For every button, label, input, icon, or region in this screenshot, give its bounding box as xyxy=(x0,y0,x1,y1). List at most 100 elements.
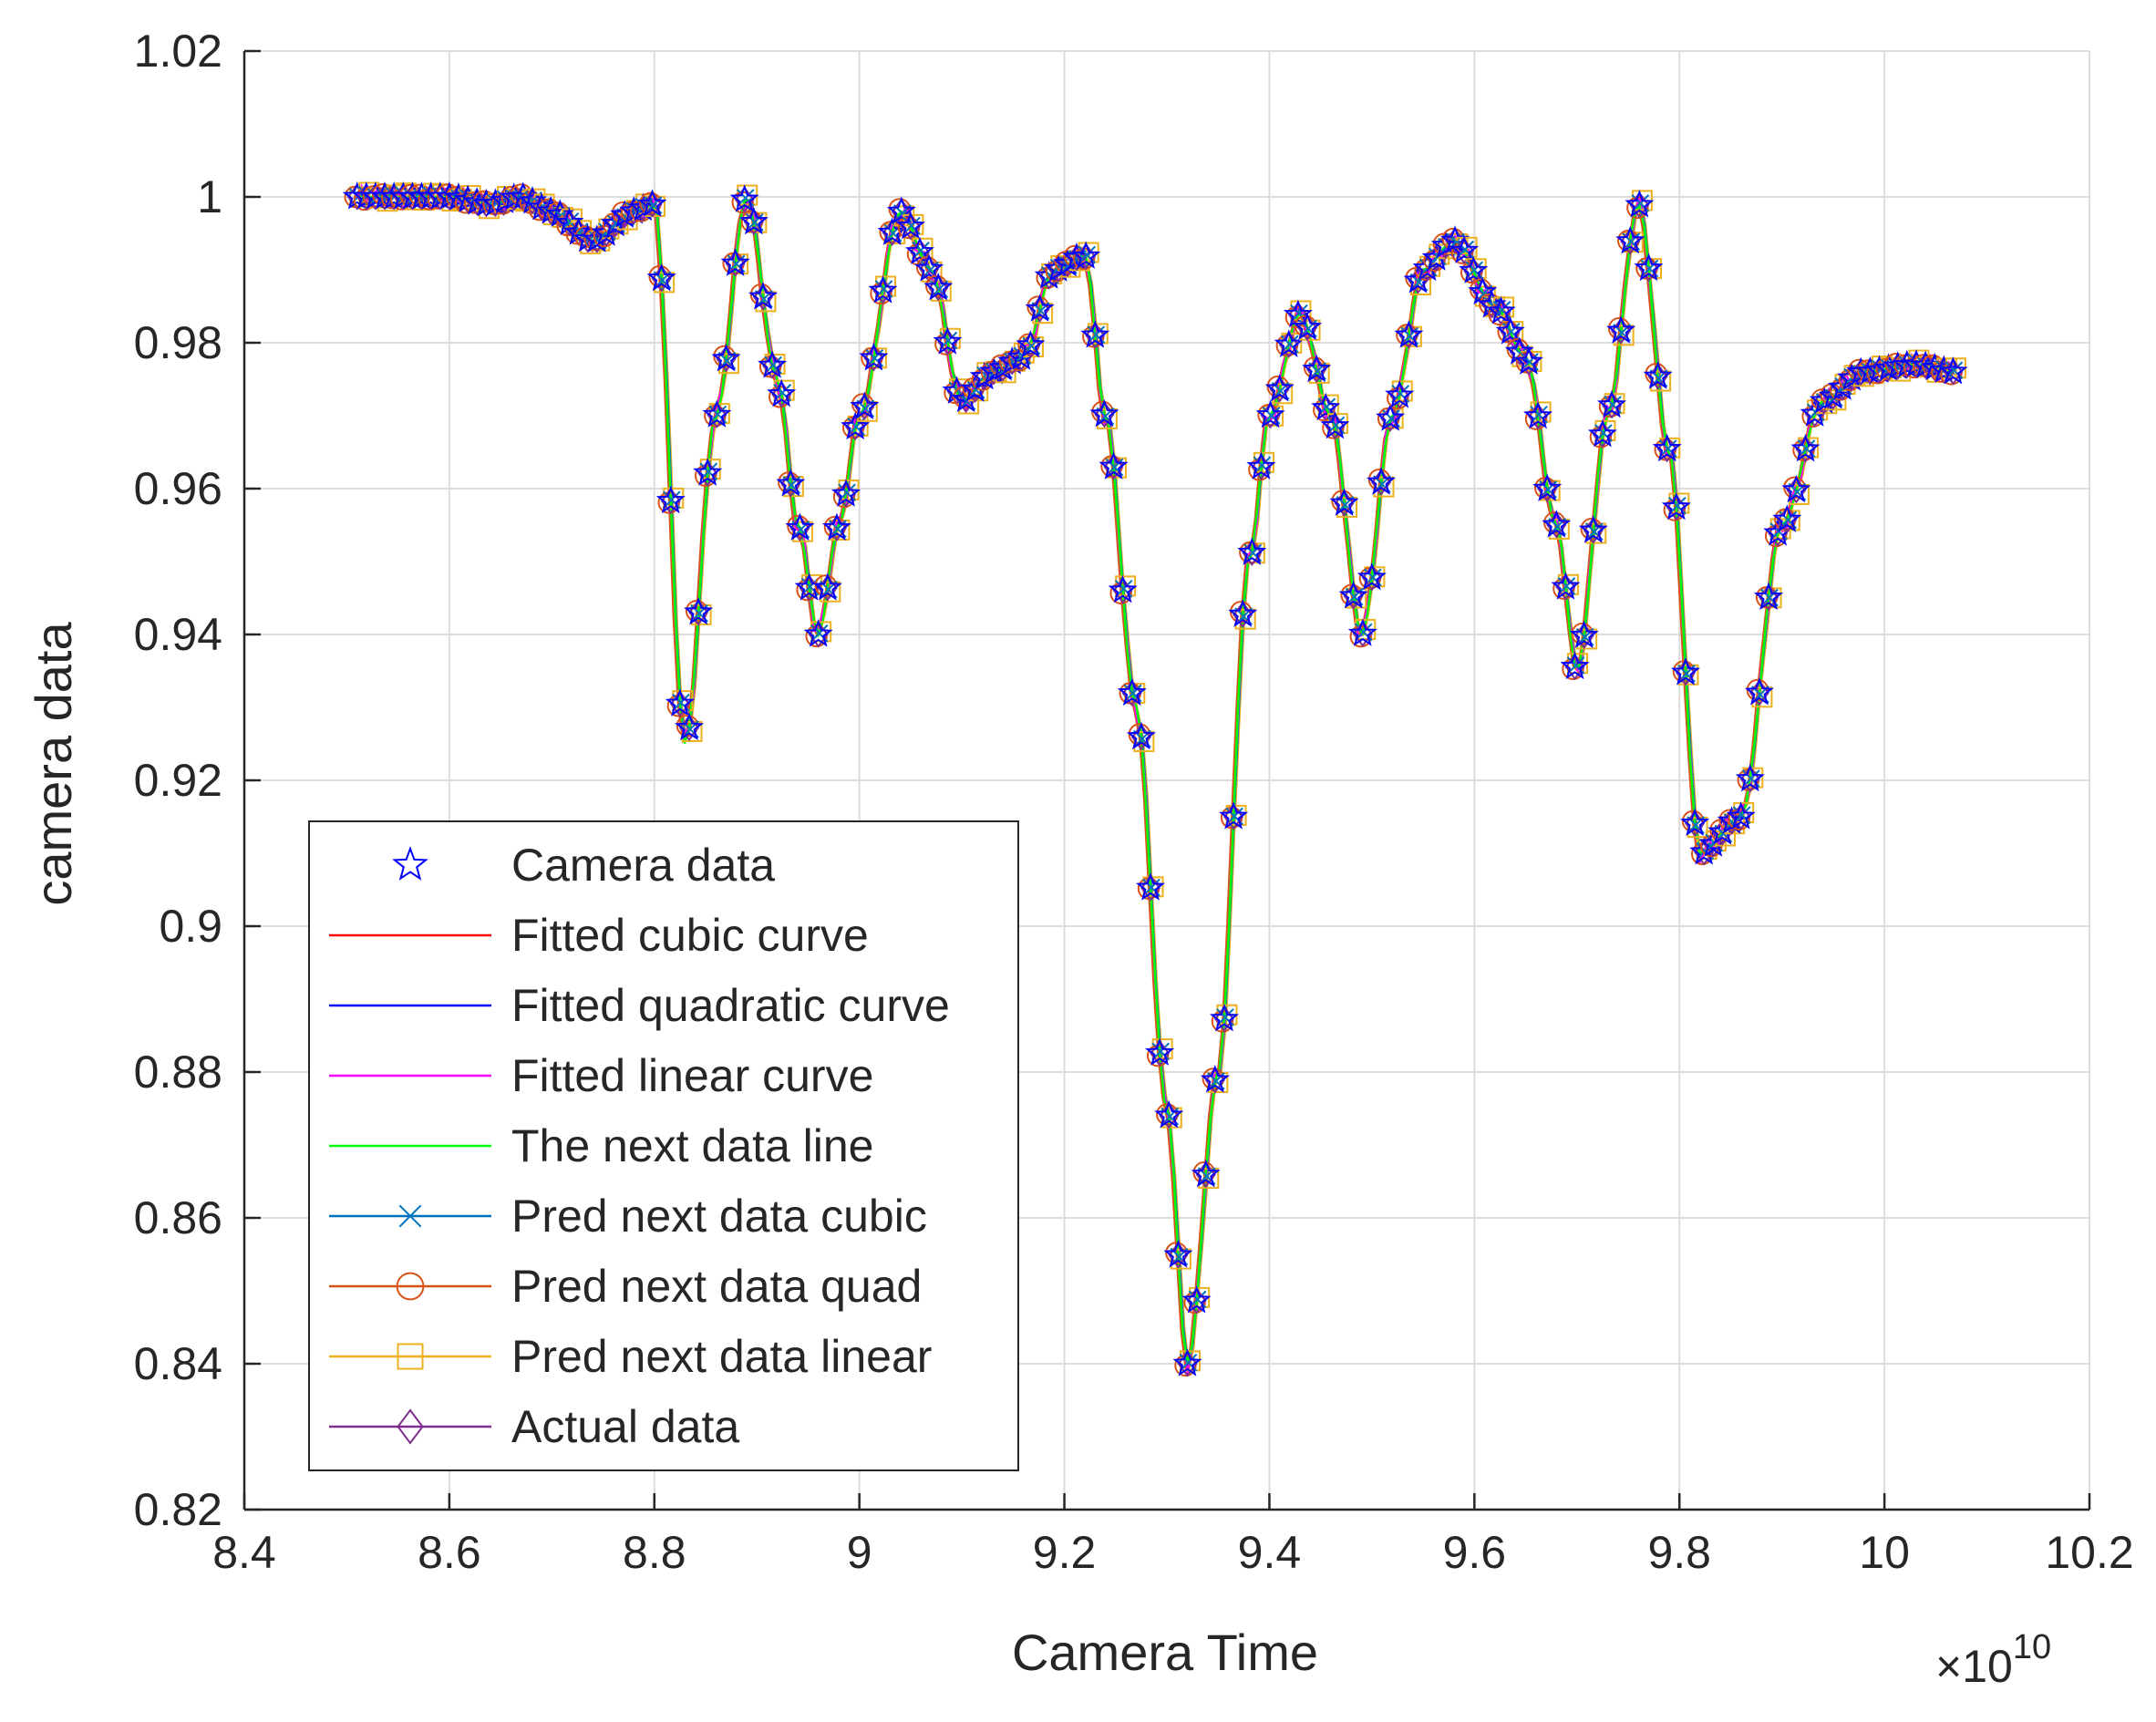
y-tick-label: 0.86 xyxy=(134,1192,222,1243)
legend-label: Pred next data cubic xyxy=(511,1191,927,1242)
camera-data-marker xyxy=(1680,808,1710,836)
camera-data-marker xyxy=(1099,451,1129,479)
y-axis-label: camera data xyxy=(25,622,82,906)
camera-data-marker xyxy=(1071,241,1101,269)
camera-data-marker xyxy=(738,206,769,235)
camera-data-marker xyxy=(1006,342,1037,370)
camera-data-marker xyxy=(1237,537,1267,565)
pred-quad-marker xyxy=(1026,295,1049,318)
legend-entry: Fitted cubic curve xyxy=(329,910,869,961)
camera-data-marker xyxy=(1459,255,1489,284)
x-tick-label: 9.4 xyxy=(1238,1527,1302,1578)
camera-data-marker xyxy=(1670,657,1701,686)
x-axis-label: Camera Time xyxy=(1012,1624,1318,1681)
legend-entry: Pred next data quad xyxy=(329,1261,922,1312)
camera-data-marker xyxy=(582,224,612,253)
camera-data-marker xyxy=(1366,467,1397,495)
camera-data-marker xyxy=(1181,1285,1212,1314)
camera-data-marker xyxy=(1522,400,1553,429)
x-tick-labels: 8.4 8.6 8.8 9 9.2 9.4 9.6 9.8 10 10.2 xyxy=(212,1527,2133,1578)
x-tick-label: 9.6 xyxy=(1443,1527,1507,1578)
y-tick-label: 0.82 xyxy=(134,1484,222,1535)
legend-entry: Camera data xyxy=(392,840,775,891)
legend-marker xyxy=(398,1204,422,1228)
y-tick-label: 1 xyxy=(197,171,222,222)
camera-data-marker xyxy=(821,512,851,541)
pred-quad-marker xyxy=(814,574,838,597)
camera-data-marker xyxy=(914,253,944,282)
camera-data-marker xyxy=(1329,488,1359,516)
camera-data-marker xyxy=(904,236,935,265)
legend-label: Fitted cubic curve xyxy=(511,910,869,961)
camera-data-marker xyxy=(803,619,833,647)
legend-marker xyxy=(396,1272,425,1301)
camera-data-marker xyxy=(1191,1159,1221,1188)
y-tick-label: 0.92 xyxy=(134,755,222,806)
camera-data-marker xyxy=(841,411,871,440)
camera-data-marker xyxy=(1726,801,1756,830)
y-tick-label: 1.02 xyxy=(134,26,222,77)
camera-data-marker xyxy=(637,189,667,217)
camera-data-marker xyxy=(859,343,889,371)
camera-data-marker xyxy=(1625,190,1655,218)
x-tick-label: 10 xyxy=(1859,1527,1910,1578)
camera-data-marker xyxy=(1172,1348,1202,1377)
camera-data-marker xyxy=(767,378,797,407)
x-exponent: ×1010 xyxy=(1935,1628,2051,1692)
legend-label: Fitted linear curve xyxy=(511,1050,873,1101)
legend-entry: Pred next data cubic xyxy=(329,1191,927,1242)
x-exponent-power: 10 xyxy=(2013,1628,2051,1666)
camera-data-marker xyxy=(1200,1065,1230,1093)
camera-data-marker xyxy=(1652,433,1682,462)
camera-data-marker xyxy=(1911,350,1941,378)
camera-data-marker xyxy=(1542,510,1572,538)
camera-data-marker xyxy=(499,182,529,211)
x-tick-label: 9 xyxy=(847,1527,872,1578)
camera-data-marker xyxy=(776,469,806,497)
camera-data-marker xyxy=(1901,349,1932,377)
legend-label: Actual data xyxy=(511,1401,739,1452)
camera-data-marker xyxy=(923,273,954,301)
camera-data-marker xyxy=(1634,253,1664,282)
camera-data-marker xyxy=(720,248,750,276)
camera-data-marker xyxy=(1126,721,1156,750)
camera-data-marker xyxy=(1302,354,1332,383)
y-tick-label: 0.94 xyxy=(134,609,222,660)
pred-quad-marker xyxy=(1331,490,1354,512)
x-tick-label: 10.2 xyxy=(2045,1527,2133,1578)
camera-data-marker xyxy=(1707,817,1738,845)
camera-data-marker xyxy=(1551,572,1581,600)
series-layer xyxy=(342,181,1968,1377)
y-tick-label: 0.88 xyxy=(134,1047,222,1098)
camera-data-marker xyxy=(1089,398,1119,428)
camera-data-marker xyxy=(1080,320,1110,348)
x-exponent-base: ×10 xyxy=(1935,1641,2013,1692)
camera-data-marker xyxy=(1661,491,1691,521)
legend-label: Camera data xyxy=(511,840,775,891)
camera-data-marker xyxy=(1376,403,1406,431)
camera-data-marker xyxy=(1154,1099,1184,1129)
camera-data-marker xyxy=(434,181,464,210)
legend-entry: Fitted quadratic curve xyxy=(329,980,950,1031)
camera-data-marker xyxy=(1357,562,1387,591)
camera-data-marker xyxy=(1385,380,1415,408)
x-tick-label: 9.8 xyxy=(1647,1527,1711,1578)
y-tick-label: 0.9 xyxy=(159,901,222,952)
camera-data-marker xyxy=(785,512,815,541)
legend-label: Pred next data quad xyxy=(511,1261,922,1312)
x-tick-label: 8.6 xyxy=(418,1527,481,1578)
camera-data-marker xyxy=(758,350,788,378)
camera-data-marker xyxy=(711,343,741,372)
y-tick-label: 0.98 xyxy=(134,317,222,368)
camera-data-marker xyxy=(960,374,990,402)
camera-data-marker xyxy=(1219,801,1249,830)
camera-data-marker xyxy=(1246,451,1276,479)
camera-data-marker xyxy=(665,688,695,717)
camera-data-marker xyxy=(1753,582,1784,611)
markers xyxy=(342,181,1968,1377)
camera-data-marker xyxy=(868,275,898,304)
camera-data-marker xyxy=(1311,392,1341,421)
camera-data-marker xyxy=(655,485,686,514)
camera-data-marker xyxy=(1145,1037,1175,1066)
camera-data-marker xyxy=(1569,620,1599,649)
